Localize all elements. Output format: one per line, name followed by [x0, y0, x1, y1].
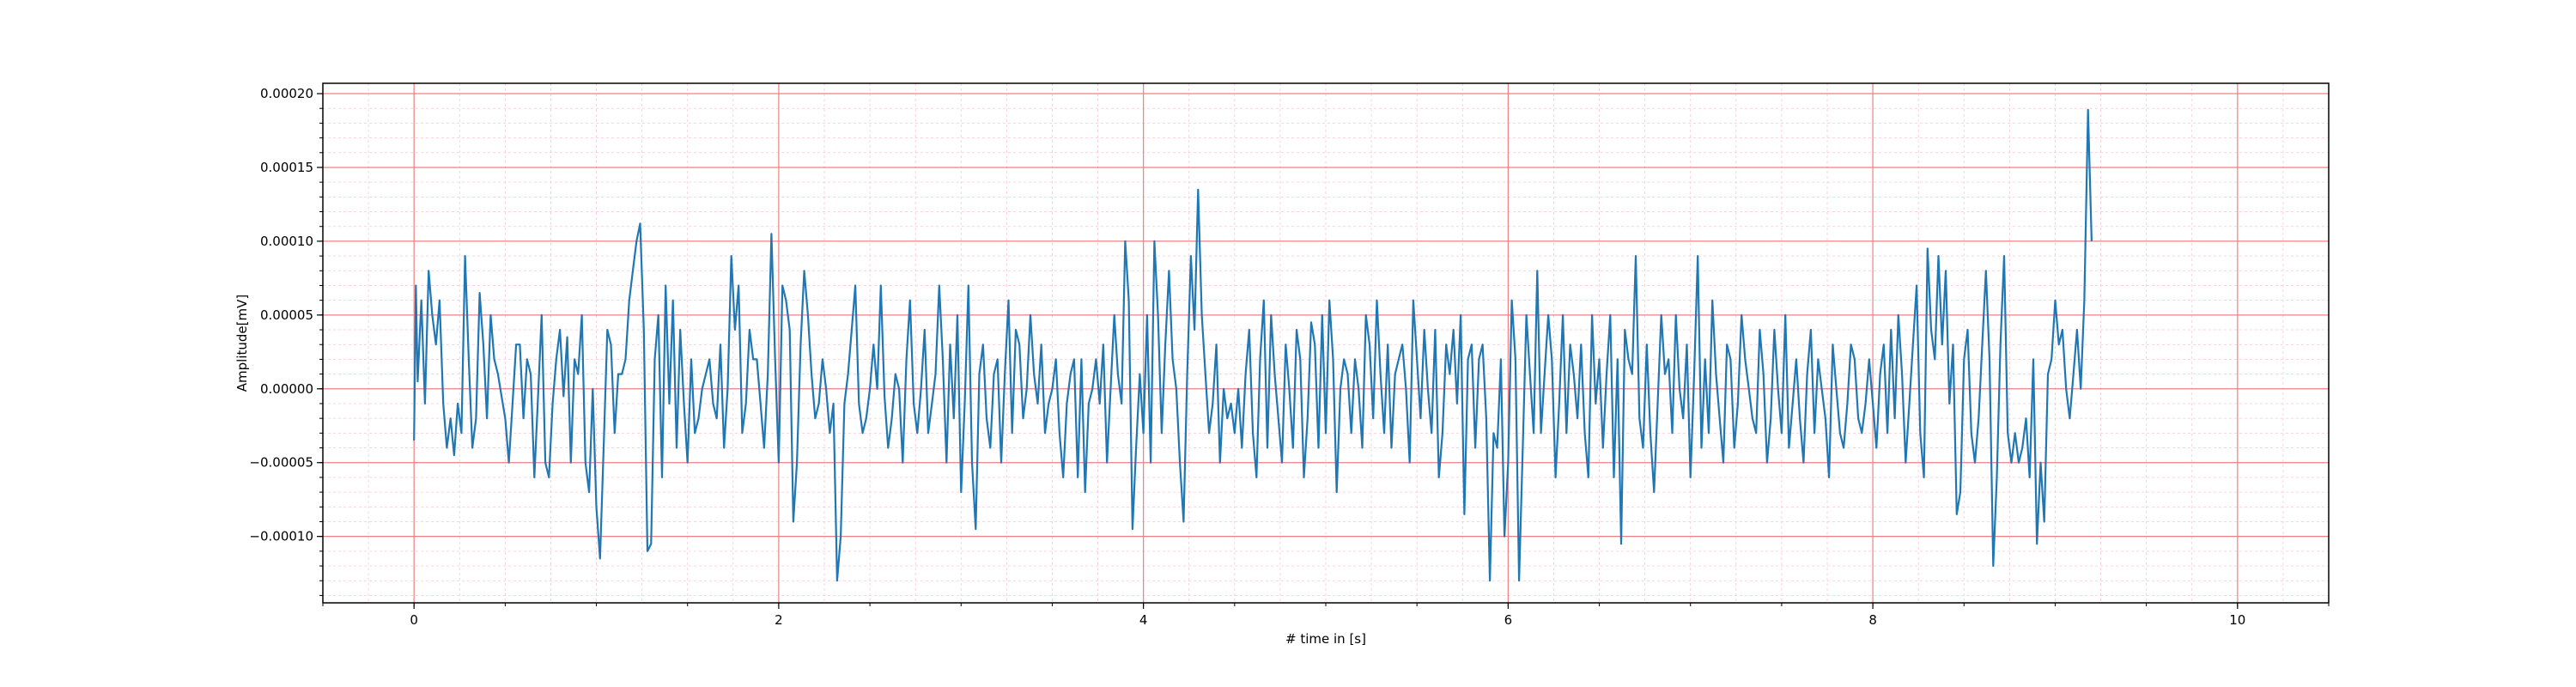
y-tick-label: 0.00010 — [260, 234, 313, 249]
x-tick-label: 6 — [1504, 612, 1513, 628]
x-tick-label: 2 — [775, 612, 783, 628]
y-tick-label: 0.00005 — [260, 307, 313, 323]
y-tick-label: −0.00010 — [249, 529, 313, 544]
y-axis-ticks: −0.00010 −0.00005 0.00000 0.00005 0.00010 0.0… — [249, 86, 323, 596]
y-tick-label: 0.00020 — [260, 86, 313, 101]
major-grid — [323, 83, 2329, 603]
minor-grid — [322, 83, 2330, 603]
series-layer — [413, 108, 2093, 582]
x-tick-label: 8 — [1868, 612, 1877, 628]
y-tick-label: −0.00005 — [249, 455, 313, 471]
x-tick-label: 0 — [410, 612, 418, 628]
y-tick-label: 0.00015 — [260, 160, 313, 175]
x-axis-ticks: 0 2 4 6 8 10 — [322, 603, 2330, 628]
y-tick-label: 0.00000 — [260, 381, 313, 397]
x-tick-label: 4 — [1139, 612, 1148, 628]
x-axis-label: # time in [s] — [1285, 631, 1366, 647]
x-tick-label: 10 — [2229, 612, 2245, 628]
series-line — [413, 108, 2093, 582]
y-axis-label: Amplitude[mV] — [234, 295, 250, 392]
